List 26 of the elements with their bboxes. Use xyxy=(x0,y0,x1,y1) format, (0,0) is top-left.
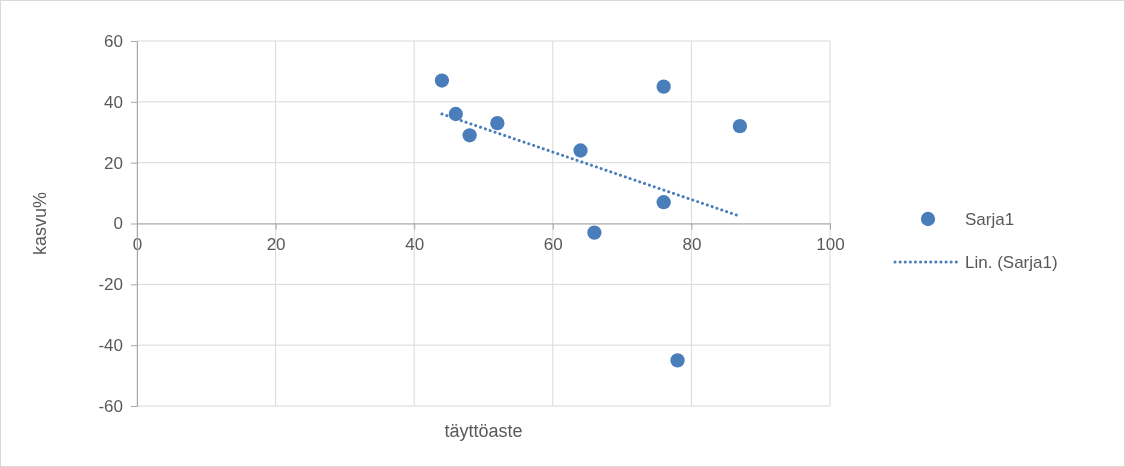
point xyxy=(587,225,602,240)
legend-label: Sarja1 xyxy=(965,210,1015,229)
x-tick-label: 60 xyxy=(543,234,563,254)
y-tick-label: -60 xyxy=(98,396,123,416)
y-tick-label: -20 xyxy=(98,275,123,295)
point xyxy=(434,73,450,88)
point xyxy=(732,119,748,134)
y-tick-label: 20 xyxy=(104,153,123,173)
point xyxy=(462,128,477,143)
x-tick-label: 40 xyxy=(405,234,425,254)
x-axis-title: täyttöaste xyxy=(444,421,523,441)
x-tick-label: 100 xyxy=(816,234,845,254)
point xyxy=(656,195,671,210)
point xyxy=(656,79,671,94)
y-tick-label: 40 xyxy=(104,92,123,112)
point xyxy=(670,353,685,368)
x-tick-label: 20 xyxy=(266,234,286,254)
y-axis-title: kasvu% xyxy=(30,191,50,256)
legend-label: Lin. (Sarja1) xyxy=(965,253,1058,272)
point xyxy=(490,116,505,131)
y-tick-label: -40 xyxy=(98,336,123,356)
x-tick-label: 80 xyxy=(682,234,702,254)
point xyxy=(573,143,588,158)
y-tick-label: 0 xyxy=(113,214,123,234)
point xyxy=(448,106,463,122)
y-tick-label: 60 xyxy=(104,31,123,51)
